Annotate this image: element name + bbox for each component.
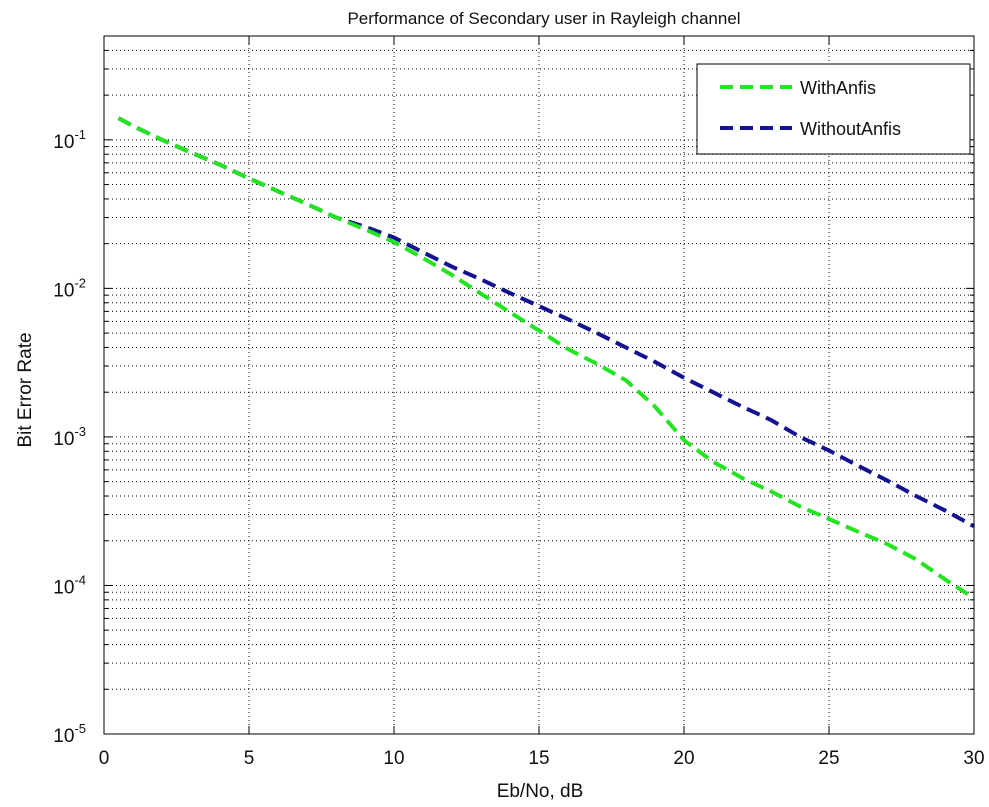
chart-title: Performance of Secondary user in Rayleig… (347, 9, 740, 28)
y-tick-label: 10-4 (53, 572, 86, 598)
legend-label-withoutanfis: WithoutAnfis (800, 119, 901, 139)
x-tick-label: 30 (963, 748, 984, 769)
y-tick-label: 10-1 (53, 127, 86, 153)
x-axis-label: Eb/No, dB (497, 781, 584, 802)
x-tick-label: 25 (818, 748, 839, 769)
x-tick-label: 5 (244, 748, 255, 769)
x-tick-label: 0 (99, 748, 110, 769)
legend-box (696, 63, 971, 155)
y-tick-label: 10-2 (53, 275, 86, 301)
series-line-withoutanfis (117, 116, 975, 529)
y-tick-label: 10-5 (53, 721, 86, 747)
series-line-withanfis (117, 116, 976, 600)
y-axis-label: Bit Error Rate (15, 332, 36, 447)
x-tick-label: 15 (528, 748, 549, 769)
legend: WithAnfis WithoutAnfis (696, 63, 971, 155)
x-tick-label: 10 (383, 748, 404, 769)
x-tick-label: 20 (673, 748, 694, 769)
legend-label-withanfis: WithAnfis (800, 78, 876, 98)
axis-ticks: 0 5 10 15 20 25 30 10-5 10-4 10-3 10-2 10-1 (53, 36, 985, 769)
y-tick-label: 10-3 (53, 424, 86, 450)
series-group (117, 116, 976, 600)
